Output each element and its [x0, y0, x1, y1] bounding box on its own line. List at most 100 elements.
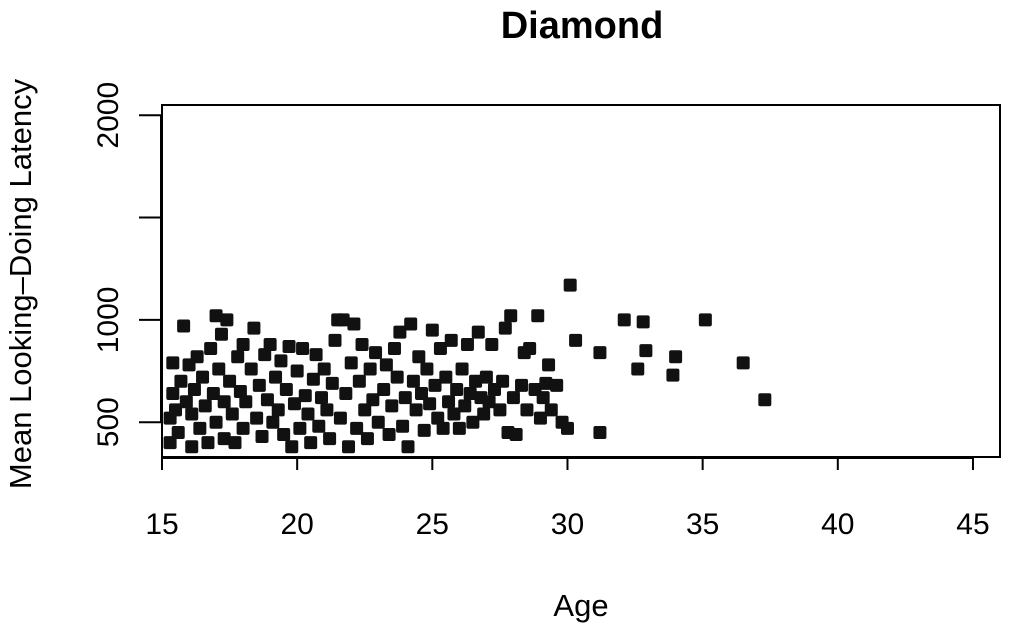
x-tick-label: 35 — [686, 508, 719, 541]
data-point — [504, 309, 518, 323]
data-point — [404, 317, 418, 331]
y-tick-label: 1000 — [92, 287, 125, 354]
data-point — [279, 382, 293, 396]
data-point — [233, 385, 247, 399]
data-point — [455, 362, 469, 376]
data-point — [231, 350, 245, 364]
y-axis: 500 1000 2000 — [92, 82, 162, 447]
data-point — [263, 337, 277, 351]
data-point — [271, 403, 285, 417]
data-point — [371, 415, 385, 429]
data-point — [290, 364, 304, 378]
data-point — [398, 391, 412, 405]
data-point — [482, 395, 496, 409]
data-point — [415, 387, 429, 401]
data-point — [698, 313, 712, 327]
x-tick-label: 20 — [280, 508, 313, 541]
data-point — [469, 374, 483, 388]
data-point — [520, 403, 534, 417]
data-point — [179, 395, 193, 409]
data-point — [260, 393, 274, 407]
data-point — [669, 350, 683, 364]
data-point — [639, 344, 653, 358]
data-point — [471, 325, 485, 339]
data-point — [539, 376, 553, 390]
data-point — [423, 397, 437, 411]
data-point — [223, 374, 237, 388]
data-point — [536, 391, 550, 405]
data-point — [458, 399, 472, 413]
data-point — [239, 395, 253, 409]
data-point — [266, 415, 280, 429]
data-point — [569, 333, 583, 347]
data-point — [342, 440, 356, 454]
data-point — [258, 348, 272, 362]
data-point — [493, 403, 507, 417]
x-tick-label: 15 — [145, 508, 178, 541]
data-point — [201, 436, 215, 450]
data-point — [420, 362, 434, 376]
data-point — [214, 327, 228, 341]
data-points — [163, 278, 772, 454]
data-point — [515, 378, 529, 392]
data-point — [274, 354, 288, 368]
data-point — [463, 387, 477, 401]
y-axis-label: Mean Looking–Doing Latency — [3, 78, 38, 489]
data-point — [631, 362, 645, 376]
data-point — [436, 421, 450, 435]
y-tick-label: 2000 — [92, 82, 125, 149]
data-point — [220, 313, 234, 327]
data-point — [531, 309, 545, 323]
data-point — [255, 430, 269, 444]
data-point — [409, 403, 423, 417]
data-point — [269, 370, 283, 384]
data-point — [544, 403, 558, 417]
data-point — [406, 374, 420, 388]
data-point — [339, 387, 353, 401]
x-tick-label: 40 — [821, 508, 854, 541]
data-point — [498, 321, 512, 335]
data-point — [355, 337, 369, 351]
data-point — [228, 436, 242, 450]
data-point — [171, 425, 185, 439]
data-point — [447, 407, 461, 421]
data-point — [314, 391, 328, 405]
data-point — [452, 421, 466, 435]
data-point — [401, 440, 415, 454]
data-point — [298, 389, 312, 403]
data-point — [209, 415, 223, 429]
data-point — [550, 378, 564, 392]
data-point — [344, 356, 358, 370]
data-point — [506, 391, 520, 405]
data-point — [347, 317, 361, 331]
data-point — [198, 399, 212, 413]
data-point — [509, 427, 523, 441]
data-point — [433, 342, 447, 356]
data-point — [287, 397, 301, 411]
data-point — [485, 337, 499, 351]
data-point — [236, 421, 250, 435]
data-point — [312, 419, 326, 433]
data-point — [387, 342, 401, 356]
data-point — [317, 362, 331, 376]
data-point — [593, 346, 607, 360]
data-point — [277, 427, 291, 441]
data-point — [320, 403, 334, 417]
data-point — [666, 368, 680, 382]
data-point — [563, 278, 577, 292]
data-point — [358, 403, 372, 417]
data-point — [444, 333, 458, 347]
x-axis-label: Age — [553, 588, 608, 623]
data-point — [225, 407, 239, 421]
data-point — [336, 313, 350, 327]
data-point — [304, 436, 318, 450]
x-axis: 15 20 25 30 35 40 45 — [145, 457, 990, 541]
data-point — [236, 337, 250, 351]
data-point — [382, 427, 396, 441]
data-point — [560, 421, 574, 435]
data-point — [417, 423, 431, 437]
data-point — [163, 436, 177, 450]
data-point — [477, 407, 491, 421]
data-point — [333, 411, 347, 425]
